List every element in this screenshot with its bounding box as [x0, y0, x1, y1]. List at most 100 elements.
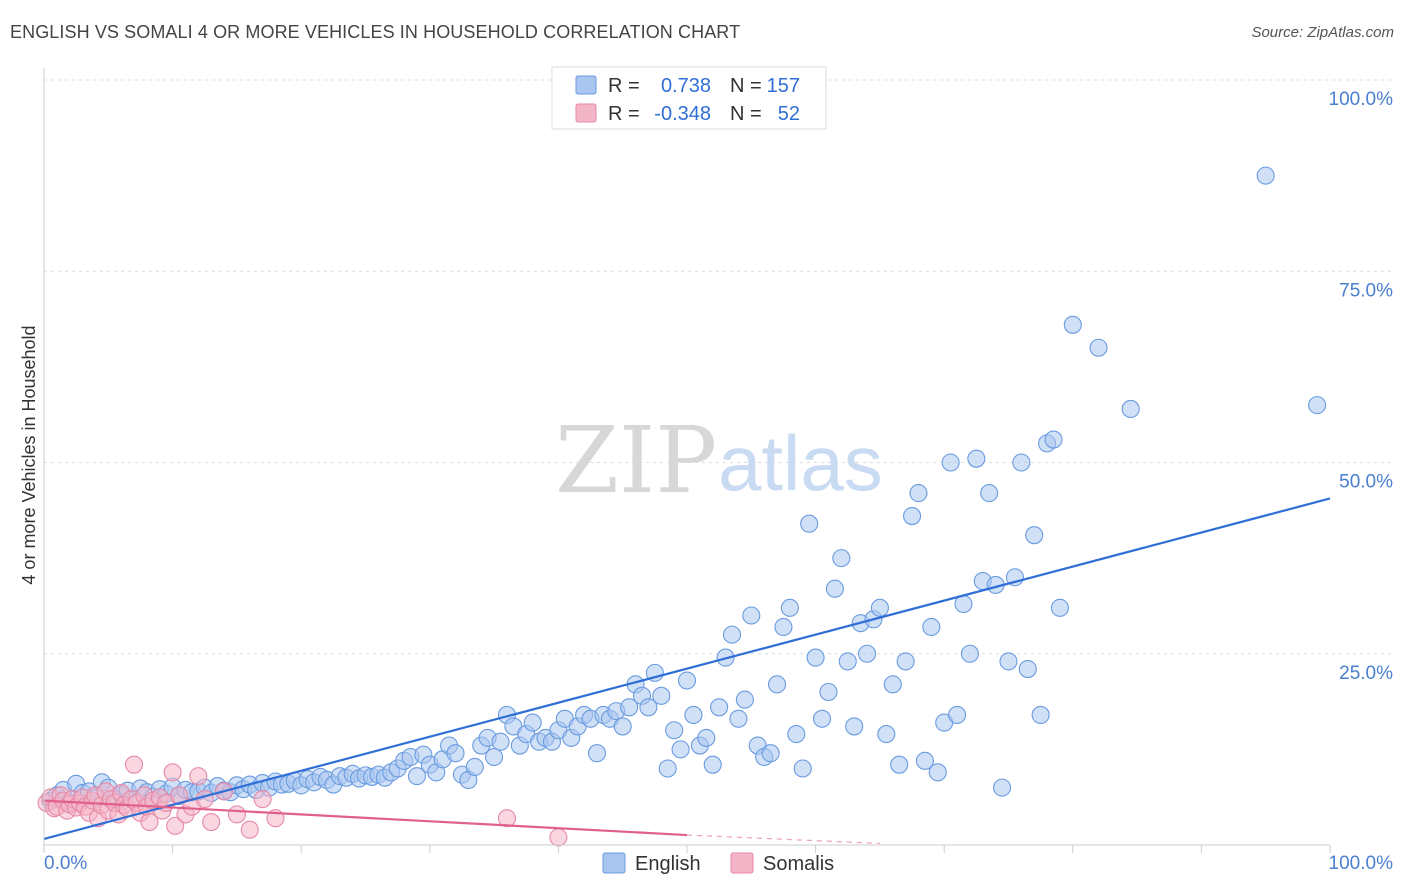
axes: 25.0% 50.0% 75.0% 100.0% 0.0% 100.0% [43, 68, 1394, 874]
point-somalis [202, 812, 221, 832]
point-english [491, 732, 510, 751]
point-somalis [140, 812, 159, 832]
point-english [967, 449, 986, 468]
point-english [980, 484, 999, 503]
y-tick-label: 50.0% [1339, 472, 1393, 493]
point-somalis [195, 790, 214, 809]
point-english [870, 598, 889, 617]
point-english [677, 671, 697, 690]
point-english [658, 759, 677, 778]
point-english [948, 705, 967, 725]
point-english [742, 606, 761, 625]
legend-n-label: N = [730, 103, 762, 125]
point-english [684, 705, 703, 725]
point-english [639, 698, 658, 717]
correlation-legend: R = 0.738 N = 157 R = -0.348 N = 52 [551, 66, 827, 130]
point-english [1025, 526, 1044, 545]
point-somalis [124, 755, 144, 774]
point-english [671, 740, 690, 759]
point-english [960, 644, 979, 663]
point-english [793, 759, 812, 778]
point-english [1012, 453, 1031, 472]
series-label-somalis: Somalis [763, 853, 834, 875]
point-somalis [166, 816, 185, 835]
point-english [1063, 315, 1082, 334]
point-english [1256, 166, 1275, 185]
point-english [652, 686, 671, 705]
point-somalis [227, 805, 246, 824]
point-somalis [253, 790, 272, 809]
point-english [620, 698, 639, 717]
point-english [845, 717, 864, 736]
y-tick-label: 25.0% [1339, 663, 1393, 684]
point-english [825, 579, 844, 598]
point-english [902, 506, 922, 526]
point-english [767, 675, 787, 694]
point-english [806, 648, 825, 667]
point-english [587, 744, 607, 763]
point-english [928, 763, 947, 782]
point-english [787, 725, 806, 744]
point-english [774, 617, 793, 637]
point-english [922, 617, 941, 637]
point-english [819, 682, 838, 702]
legend-n-label: N = [730, 75, 762, 97]
point-english [703, 755, 722, 774]
y-tick-label: 75.0% [1339, 280, 1393, 301]
point-english [1044, 430, 1063, 449]
trend-line-english [43, 497, 1331, 840]
point-english [523, 713, 542, 732]
point-english [877, 725, 896, 744]
point-english [857, 644, 877, 663]
trend-lines [43, 497, 1331, 845]
x-tick-label: 100.0% [1329, 853, 1394, 874]
legend-box [551, 66, 827, 130]
legend-r-label: R = [608, 103, 640, 125]
point-english [465, 757, 484, 777]
point-somalis [497, 809, 517, 828]
legend-swatch-english [575, 75, 597, 95]
point-english [780, 598, 799, 617]
point-english [800, 514, 819, 533]
point-somalis [189, 767, 208, 786]
watermark-zip: ZIP [555, 407, 717, 514]
point-english [915, 751, 934, 770]
legend-n-value: 52 [778, 103, 800, 125]
legend-r-label: R = [608, 75, 640, 97]
legend-swatch-somalis [575, 103, 597, 123]
point-english [1089, 338, 1108, 357]
point-english [883, 675, 902, 694]
point-somalis [549, 828, 568, 847]
trend-line-somalis-extension [686, 834, 880, 845]
point-english [761, 744, 780, 763]
point-english [1050, 598, 1069, 617]
point-somalis [240, 820, 259, 839]
watermark-atlas: atlas [718, 419, 883, 507]
series-swatch-somalis [730, 852, 754, 874]
watermark: ZIP atlas [555, 407, 883, 514]
point-english [1121, 399, 1140, 419]
x-tick-label: 0.0% [44, 853, 87, 874]
point-english [993, 778, 1012, 797]
point-english [896, 652, 915, 671]
series-legend: English Somalis [602, 852, 834, 875]
point-english [909, 484, 928, 503]
point-english [1018, 659, 1037, 679]
legend-n-value: 157 [767, 75, 800, 97]
series-label-english: English [635, 853, 701, 875]
point-english [832, 549, 851, 568]
chart-source: Source: ZipAtlas.com [1251, 24, 1394, 41]
point-english [999, 652, 1018, 671]
series-swatch-english [602, 852, 626, 874]
chart-title: ENGLISH VS SOMALI 4 OR MORE VEHICLES IN … [10, 22, 741, 42]
legend-r-value: -0.348 [654, 103, 711, 125]
point-english [485, 747, 504, 767]
point-english [446, 744, 465, 763]
y-axis-label: 4 or more Vehicles in Household [19, 325, 39, 584]
point-english [722, 625, 742, 644]
point-english [890, 755, 909, 774]
grid-lines [44, 79, 1392, 655]
point-english [1031, 705, 1050, 725]
y-tick-label: 100.0% [1329, 89, 1394, 110]
